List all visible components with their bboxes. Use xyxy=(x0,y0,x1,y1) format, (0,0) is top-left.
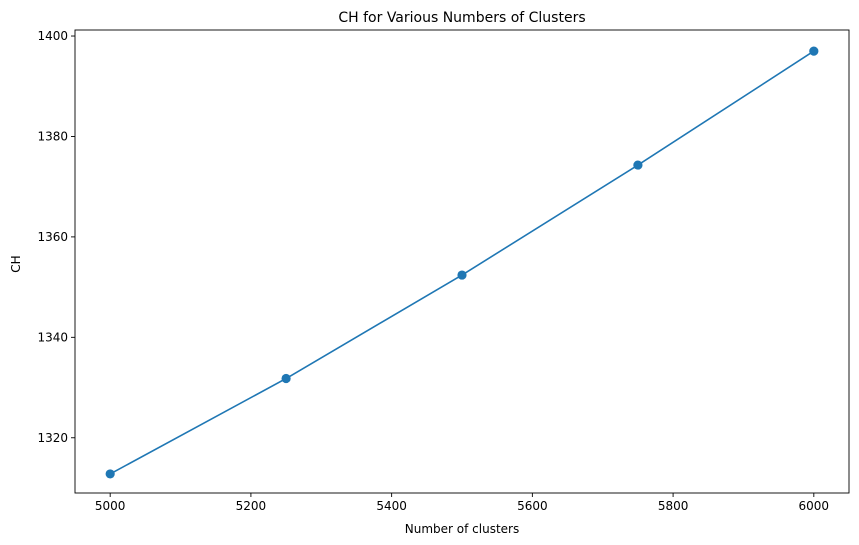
x-tick-label: 5600 xyxy=(517,499,548,513)
data-point xyxy=(105,469,115,479)
plot-area xyxy=(74,29,850,494)
axes-frame xyxy=(74,29,850,494)
data-point xyxy=(281,373,291,384)
chart-title: CH for Various Numbers of Clusters xyxy=(338,10,585,26)
y-tick-label: 1400 xyxy=(37,29,68,43)
y-axis-title: CH xyxy=(9,255,23,272)
data-point xyxy=(457,270,467,280)
y-tick-label: 1340 xyxy=(37,330,68,344)
x-tick-label: 6000 xyxy=(799,499,830,513)
x-axis-title: Number of clusters xyxy=(405,522,519,536)
y-tick-label: 1360 xyxy=(37,230,68,244)
x-tick-label: 5800 xyxy=(658,499,689,513)
y-tick-label: 1380 xyxy=(37,129,68,143)
y-tick-label: 1320 xyxy=(37,431,68,445)
x-tick-label: 5400 xyxy=(376,499,407,513)
data-point xyxy=(633,160,643,170)
x-tick-label: 5000 xyxy=(95,499,126,513)
y-axis: 1320 1340 1360 1380 1400 xyxy=(37,29,75,445)
data-point xyxy=(809,46,819,56)
x-tick-label: 5200 xyxy=(236,499,267,513)
x-axis: 5000 5200 5400 5600 5800 6000 xyxy=(95,493,829,513)
